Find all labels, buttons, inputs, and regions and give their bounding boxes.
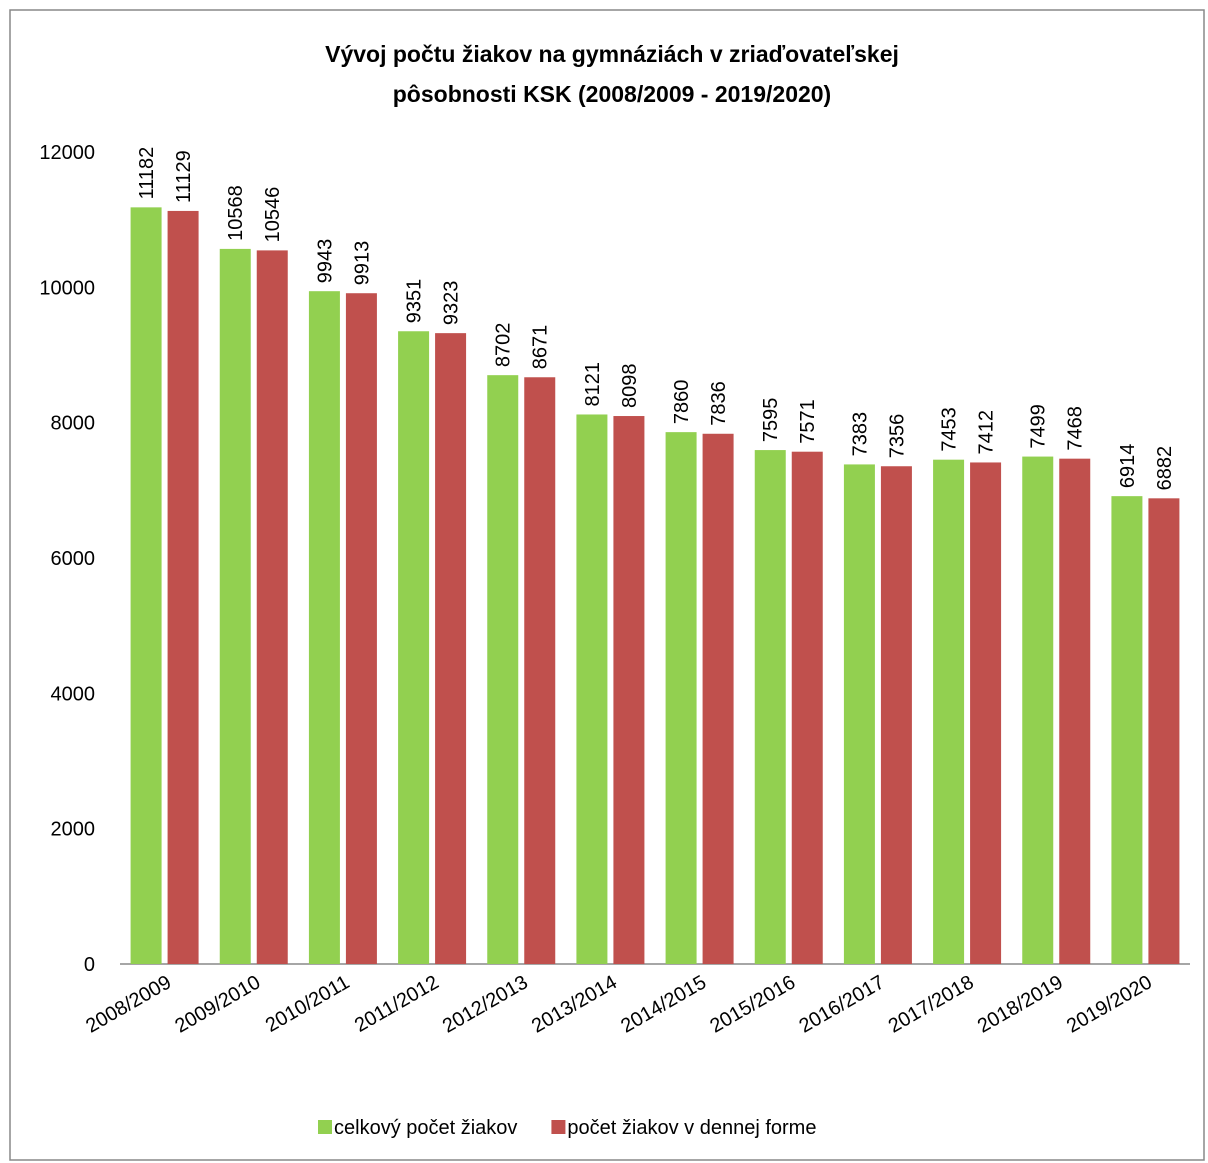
data-label: 7383 xyxy=(849,412,871,457)
data-label: 9351 xyxy=(404,279,426,324)
data-label: 7860 xyxy=(671,380,693,425)
data-label: 7499 xyxy=(1028,404,1050,449)
bar xyxy=(1111,496,1143,964)
legend-label: počet žiakov v dennej forme xyxy=(567,1117,816,1139)
bar xyxy=(576,414,608,964)
data-label: 7412 xyxy=(976,410,998,454)
legend-swatch xyxy=(551,1120,566,1134)
data-label: 8121 xyxy=(582,362,604,407)
data-label: 10546 xyxy=(262,187,284,243)
y-tick-label: 0 xyxy=(84,954,95,976)
bar xyxy=(256,250,288,964)
data-label: 7468 xyxy=(1065,406,1087,451)
bar xyxy=(130,207,162,965)
bar xyxy=(665,432,697,964)
bar xyxy=(791,451,823,964)
bar xyxy=(398,331,430,964)
y-tick-label: 6000 xyxy=(51,548,96,570)
y-tick-label: 10000 xyxy=(39,277,95,299)
data-label: 11129 xyxy=(173,150,195,203)
bar xyxy=(524,377,556,964)
legend-label: celkový počet žiakov xyxy=(334,1117,517,1139)
bar xyxy=(843,464,875,964)
legend-swatch xyxy=(318,1120,332,1134)
data-label: 11182 xyxy=(136,147,158,200)
bar xyxy=(1148,498,1180,964)
y-tick-label: 4000 xyxy=(51,683,96,705)
bar xyxy=(435,333,467,964)
data-label: 6882 xyxy=(1154,446,1176,491)
bar xyxy=(702,433,734,964)
bar xyxy=(933,459,965,964)
data-label: 7571 xyxy=(797,399,819,444)
data-label: 8098 xyxy=(619,364,641,409)
bar xyxy=(880,466,912,964)
bar xyxy=(308,291,340,965)
data-label: 8671 xyxy=(530,325,552,370)
y-tick-label: 2000 xyxy=(51,819,96,841)
bar xyxy=(1059,458,1091,964)
data-label: 7453 xyxy=(939,407,961,452)
data-label: 9913 xyxy=(351,241,373,286)
y-tick-label: 12000 xyxy=(39,142,95,164)
bar xyxy=(219,248,251,964)
bar xyxy=(345,293,377,964)
bar xyxy=(167,210,199,964)
bar xyxy=(754,450,786,964)
data-label: 7836 xyxy=(708,381,730,426)
bar xyxy=(1022,456,1054,964)
data-label: 7356 xyxy=(886,414,908,459)
data-label: 6914 xyxy=(1117,444,1139,489)
data-label: 10568 xyxy=(225,185,247,241)
data-label: 9943 xyxy=(314,239,336,284)
data-label: 9323 xyxy=(441,281,463,326)
bar xyxy=(487,375,519,964)
y-tick-label: 8000 xyxy=(51,413,96,435)
chart-title: Vývoj počtu žiakov na gymnáziách v zriaď… xyxy=(325,41,899,67)
bar xyxy=(613,416,645,964)
bar xyxy=(970,462,1002,964)
data-label: 7595 xyxy=(760,398,782,443)
data-label: 8702 xyxy=(493,323,515,368)
chart-title: pôsobnosti KSK (2008/2009 - 2019/2020) xyxy=(393,81,831,107)
